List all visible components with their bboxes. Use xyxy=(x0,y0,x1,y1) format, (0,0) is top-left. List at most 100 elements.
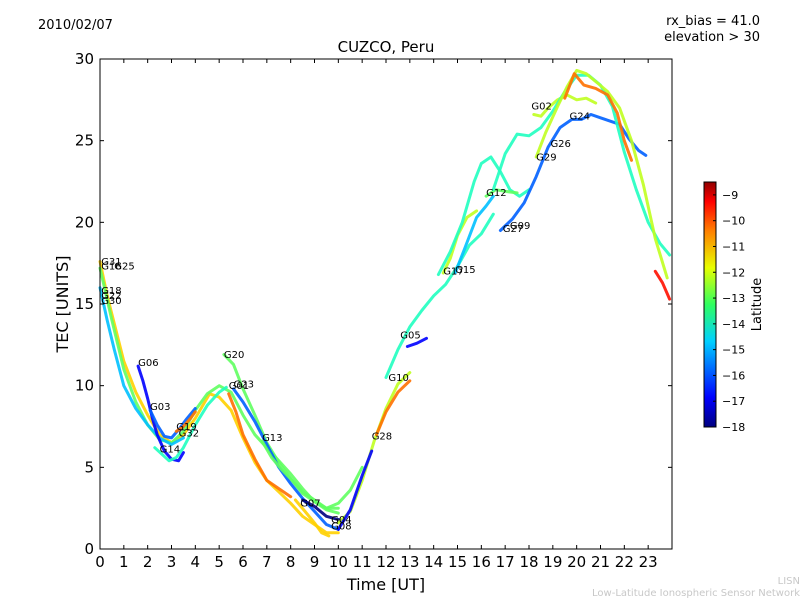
x-tick-label: 12 xyxy=(376,553,395,571)
sat-label-g14: G14 xyxy=(160,445,180,456)
x-tick-label: 21 xyxy=(591,553,610,571)
y-tick-label: 10 xyxy=(75,377,94,395)
colorbar-tick-label: −13 xyxy=(722,292,745,305)
x-tick-label: 17 xyxy=(496,553,515,571)
rx-bias-label: rx_bias = 41.0 xyxy=(666,14,760,29)
x-tick-label: 0 xyxy=(95,553,105,571)
x-tick-label: 15 xyxy=(448,553,467,571)
sat-label-g09: G09 xyxy=(510,221,530,232)
x-tick-label: 9 xyxy=(310,553,320,571)
sat-label-g22: G22 xyxy=(101,291,121,302)
y-tick-label: 20 xyxy=(75,213,94,231)
series-g09 xyxy=(484,188,519,198)
series-g22 xyxy=(498,113,648,232)
x-tick-label: 5 xyxy=(214,553,224,571)
sat-label-g30: G30 xyxy=(101,296,121,307)
series-g27 xyxy=(405,336,428,348)
plot-area xyxy=(100,59,672,549)
sat-label-g08: G08 xyxy=(331,521,351,532)
x-tick-label: 23 xyxy=(639,553,658,571)
series-g05 xyxy=(384,212,495,379)
x-tick-label: 19 xyxy=(543,553,562,571)
sat-label-g31: G31 xyxy=(101,257,121,268)
x-tick-label: 11 xyxy=(353,553,372,571)
y-tick-label: 0 xyxy=(84,540,94,558)
sat-label-g32: G32 xyxy=(179,428,199,439)
sat-label-g03: G03 xyxy=(150,402,170,413)
sat-label-g28: G28 xyxy=(372,432,392,443)
sat-label-g23: G23 xyxy=(233,379,253,390)
series-g03 xyxy=(148,407,197,440)
sat-label-g06: G06 xyxy=(138,358,158,369)
colorbar-tick-label: −9 xyxy=(722,189,738,202)
sat-label-g27: G27 xyxy=(503,224,523,235)
sat-label-g01: G01 xyxy=(229,381,249,392)
series-g14 xyxy=(153,385,228,463)
x-tick-label: 7 xyxy=(262,553,272,571)
colorbar-tick-label: −18 xyxy=(722,421,745,434)
y-tick-label: 15 xyxy=(75,295,94,313)
x-axis-label: Time [UT] xyxy=(346,575,425,594)
sat-label-g17: G17 xyxy=(443,267,463,278)
x-tick-label: 8 xyxy=(286,553,296,571)
x-tick-label: 1 xyxy=(119,553,129,571)
sat-label-g16: G16 xyxy=(101,262,121,273)
colorbar-tick-label: −14 xyxy=(722,318,745,331)
series-g06 xyxy=(136,364,185,463)
x-tick-label: 3 xyxy=(167,553,177,571)
colorbar-tick-label: −11 xyxy=(722,240,745,253)
elevation-label: elevation > 30 xyxy=(664,30,760,45)
series-g10 xyxy=(375,379,412,437)
colorbar-tick-label: −15 xyxy=(722,344,745,357)
colorbar-tick-label: −12 xyxy=(722,266,745,279)
series-g26 xyxy=(491,73,672,257)
date-label: 2010/02/07 xyxy=(38,18,113,33)
y-tick-label: 30 xyxy=(75,50,94,68)
series-g16 xyxy=(98,266,340,515)
series-g04 xyxy=(336,449,374,531)
series-g19 xyxy=(174,410,197,433)
sat-label-g12: G12 xyxy=(486,188,506,199)
x-tick-label: 20 xyxy=(567,553,586,571)
sat-label-g25: G25 xyxy=(114,262,134,273)
x-tick-label: 13 xyxy=(400,553,419,571)
x-tick-label: 18 xyxy=(519,553,538,571)
chart-title: CUZCO, Peru xyxy=(338,38,435,56)
axes: 0 1 2 3 4 5 6 7 8 9 10 11 12 13 14 15 16 17 18 19 20 21 22 2305… xyxy=(53,38,673,594)
y-tick-label: 25 xyxy=(75,132,94,150)
x-tick-label: 6 xyxy=(238,553,248,571)
sat-label-g19: G19 xyxy=(176,422,196,433)
sat-label-g29: G29 xyxy=(536,152,556,163)
sat-label-g24: G24 xyxy=(570,111,590,122)
series-g30 xyxy=(653,269,672,301)
sat-label-g10: G10 xyxy=(388,373,408,384)
series-g07 xyxy=(293,498,331,538)
sat-label-g04: G04 xyxy=(331,515,351,526)
series-g18 xyxy=(98,286,185,446)
y-tick-label: 5 xyxy=(84,458,94,476)
series-g29 xyxy=(534,68,669,280)
sat-label-g26: G26 xyxy=(550,139,570,150)
colorbar-label: Latitude xyxy=(750,278,765,332)
footer-network: Low-Latitude Ionospheric Sensor Network xyxy=(592,588,800,599)
series-g01 xyxy=(227,392,293,499)
series-g15 xyxy=(453,194,495,275)
sat-label-g07: G07 xyxy=(300,499,320,510)
series-layer xyxy=(98,68,672,538)
sat-label-g18: G18 xyxy=(101,286,121,297)
series-g24 xyxy=(563,72,633,162)
x-tick-label: 4 xyxy=(191,553,201,571)
x-tick-label: 10 xyxy=(329,553,348,571)
sat-label-g13: G13 xyxy=(262,433,282,444)
x-tick-label: 16 xyxy=(472,553,491,571)
colorbar-tick-label: −10 xyxy=(722,215,745,228)
sat-label-g02: G02 xyxy=(531,102,551,113)
sat-label-g15: G15 xyxy=(455,265,475,276)
plot-background xyxy=(100,59,672,549)
x-tick-label: 2 xyxy=(143,553,153,571)
x-tick-label: 22 xyxy=(615,553,634,571)
colorbar-gradient xyxy=(703,181,717,428)
colorbar-tick-label: −16 xyxy=(722,369,745,382)
satellite-labels: G31G16G25G18G22G30G06G03G19G32G14G20G01G… xyxy=(101,102,590,533)
